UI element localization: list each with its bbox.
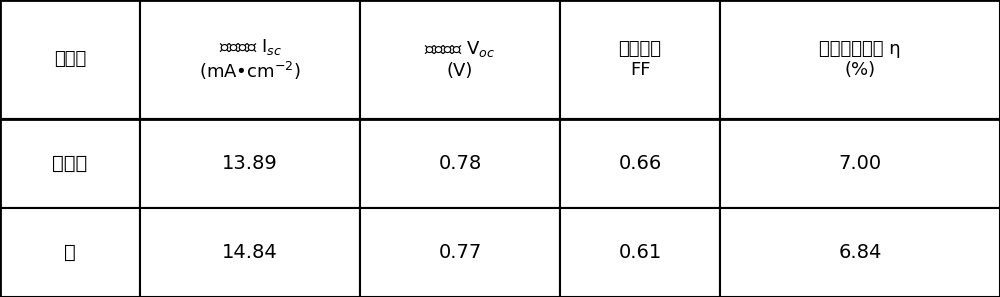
Text: 0.61: 0.61 [618,243,662,262]
Bar [140,0,360,119]
Bar [560,208,720,297]
Text: 7.00: 7.00 [838,154,882,173]
Bar [0,0,140,119]
Text: 14.84: 14.84 [222,243,278,262]
Text: 0.77: 0.77 [438,243,482,262]
Text: 铂: 铂 [64,243,76,262]
Bar [720,208,1000,297]
Text: 6.84: 6.84 [838,243,882,262]
Bar [720,119,1000,208]
Text: 短路电流 I$_{sc}$
(mA•cm$^{-2}$): 短路电流 I$_{sc}$ (mA•cm$^{-2}$) [199,37,301,82]
Text: 对电极: 对电极 [54,50,86,68]
Bar [0,119,140,208]
Bar [560,0,720,119]
Text: 光电转换效率 η
(%): 光电转换效率 η (%) [819,40,901,79]
Bar [140,208,360,297]
Text: 0.66: 0.66 [618,154,662,173]
Bar [560,119,720,208]
Text: 开路电压 V$_{oc}$
(V): 开路电压 V$_{oc}$ (V) [424,39,496,80]
Text: 0.78: 0.78 [438,154,482,173]
Bar [720,0,1000,119]
Bar [360,119,560,208]
Bar [140,119,360,208]
Bar [360,0,560,119]
Text: 13.89: 13.89 [222,154,278,173]
Text: 硫化钴: 硫化钴 [52,154,88,173]
Text: 填充因子
FF: 填充因子 FF [618,40,662,79]
Bar [0,208,140,297]
Bar [360,208,560,297]
